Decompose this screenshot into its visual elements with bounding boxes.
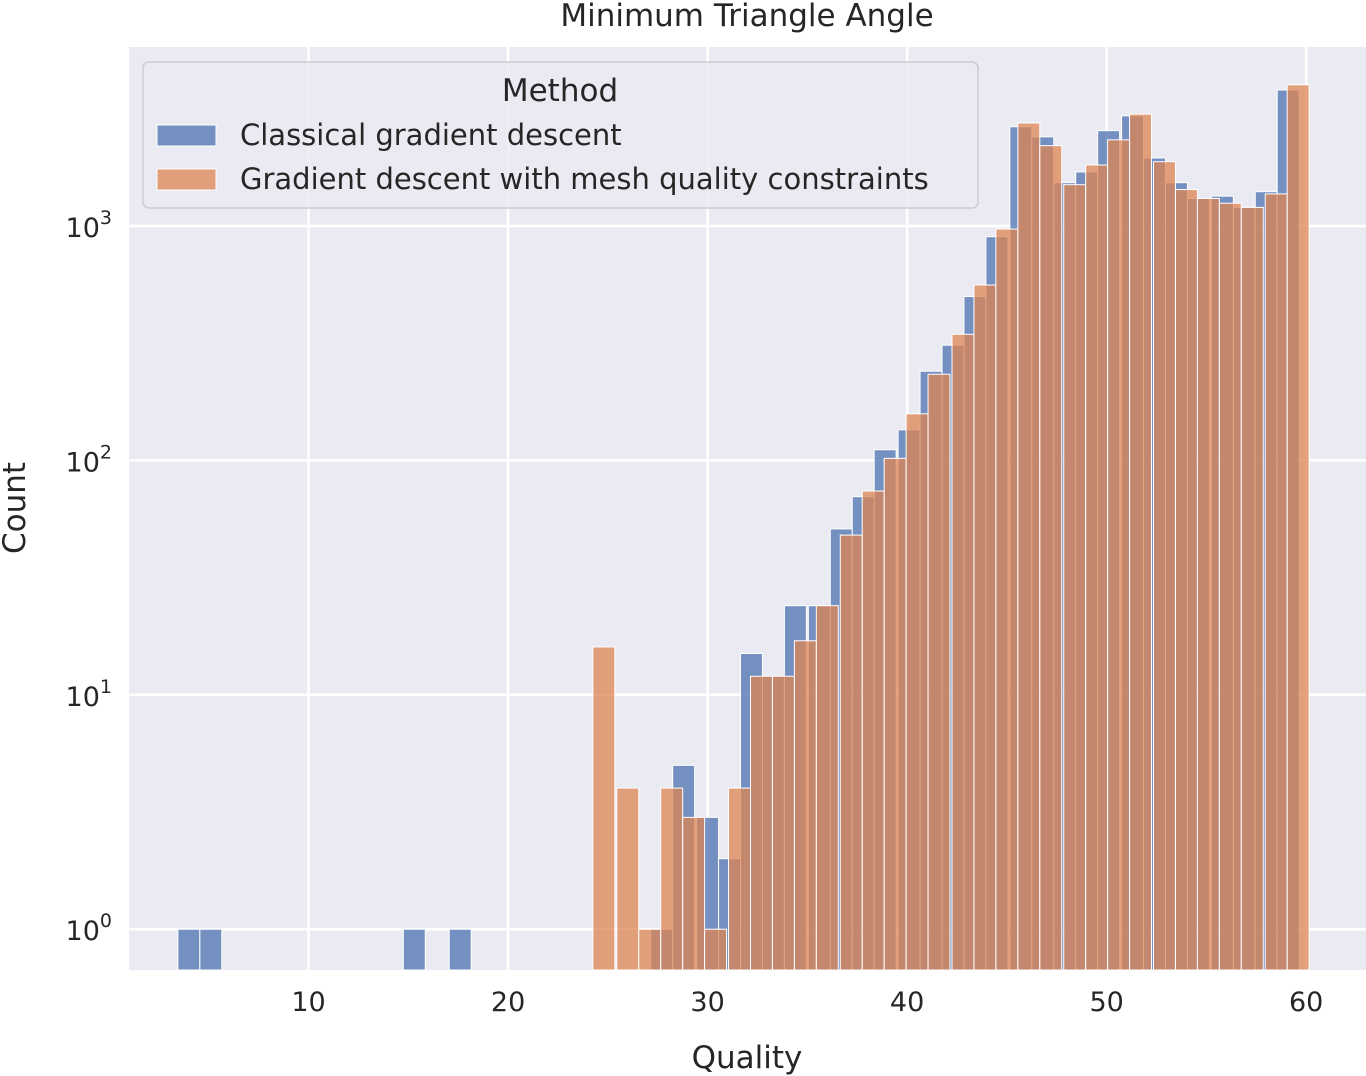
bar-series-1 xyxy=(660,787,684,971)
bar-series-1 xyxy=(1153,161,1176,971)
y-tick-label: 101 xyxy=(66,676,112,713)
bar-series-1 xyxy=(905,413,929,971)
bar-series-1 xyxy=(616,787,640,971)
bar-series-1 xyxy=(1240,206,1264,971)
bar-series-1 xyxy=(793,640,817,971)
legend-label-constrained: Gradient descent with mesh quality const… xyxy=(240,162,929,196)
bar-series-1 xyxy=(592,646,616,971)
x-axis-label: Quality xyxy=(692,1040,803,1076)
bar-series-1 xyxy=(1017,122,1041,971)
bar-series-1 xyxy=(861,490,885,971)
bar-series-1 xyxy=(682,816,706,971)
bar-series-1 xyxy=(638,928,662,971)
bar-series-1 xyxy=(1039,145,1063,971)
x-tick-label: 10 xyxy=(291,987,325,1018)
bar-series-1 xyxy=(771,675,795,971)
bar-series-1 xyxy=(927,373,951,971)
bar-series-1 xyxy=(749,675,773,971)
bar-series-1 xyxy=(1085,164,1109,971)
bar-series-1 xyxy=(728,787,751,971)
x-tick-label: 60 xyxy=(1289,987,1323,1018)
bar-series-1 xyxy=(1129,113,1153,971)
y-tick-label: 100 xyxy=(66,910,112,947)
x-tick-labels: 10 20 30 40 50 60 xyxy=(291,987,1323,1018)
y-tick-labels: 100 101 102 103 xyxy=(66,207,112,947)
bar-series-1 xyxy=(1218,202,1242,971)
legend-label-classical: Classical gradient descent xyxy=(240,118,622,152)
bar-series-1 xyxy=(839,534,863,971)
bar-series-0 xyxy=(402,928,426,971)
bar-series-0 xyxy=(199,928,223,971)
bar-series-1 xyxy=(973,284,997,971)
legend: Method Classical gradient descent Gradie… xyxy=(142,61,979,209)
x-tick-label: 20 xyxy=(491,987,525,1018)
bar-series-1 xyxy=(951,333,975,971)
x-tick-label: 40 xyxy=(890,987,924,1018)
chart-title: Minimum Triangle Angle xyxy=(560,0,933,34)
bar-series-1 xyxy=(1196,197,1220,971)
x-tick-label: 30 xyxy=(690,987,724,1018)
legend-box xyxy=(142,61,979,209)
bar-series-0 xyxy=(448,928,472,971)
bar-series-1 xyxy=(883,457,907,971)
bars xyxy=(177,84,1310,971)
legend-swatch-classical xyxy=(156,124,217,147)
bar-series-0 xyxy=(177,928,201,971)
bar-series-1 xyxy=(1174,189,1198,971)
bar-series-1 xyxy=(704,928,728,971)
legend-swatch-constrained xyxy=(156,168,217,191)
bar-series-1 xyxy=(995,228,1019,971)
legend-title: Method xyxy=(502,73,618,109)
bar-series-1 xyxy=(1107,139,1131,971)
y-tick-label: 102 xyxy=(66,441,112,478)
bar-series-1 xyxy=(815,605,839,971)
y-axis-label: Count xyxy=(0,462,33,554)
bar-series-1 xyxy=(1286,84,1310,971)
x-tick-label: 50 xyxy=(1089,987,1123,1018)
bar-series-1 xyxy=(1063,184,1087,971)
y-tick-label: 103 xyxy=(66,207,112,244)
bar-series-1 xyxy=(1264,193,1288,971)
